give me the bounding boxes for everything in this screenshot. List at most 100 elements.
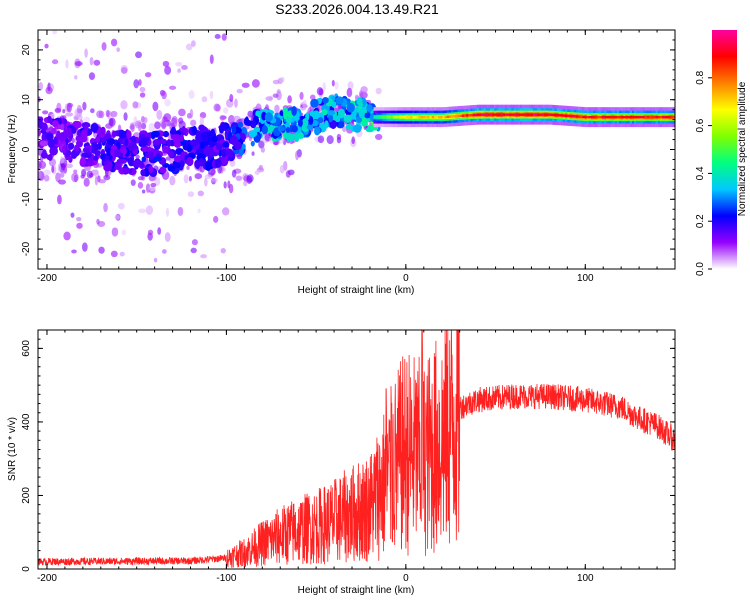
heatmap-cell	[98, 179, 106, 184]
heatmap-cell	[106, 138, 116, 145]
heatmap-cell	[81, 242, 88, 252]
heatmap-cell	[382, 115, 385, 119]
heatmap-cell	[62, 163, 67, 168]
heatmap-cell	[403, 115, 407, 119]
heatmap-cell	[649, 115, 652, 119]
heatmap-cell	[519, 113, 523, 116]
heatmap-cell	[204, 177, 208, 187]
heatmap-cell	[636, 115, 639, 119]
heatmap-cell	[119, 147, 126, 154]
colorbar-label: Normalized spectral amplitude	[737, 81, 748, 216]
heatmap-cell	[221, 207, 230, 216]
heatmap-cell	[644, 115, 648, 119]
heatmap-cell	[455, 114, 458, 118]
heatmap-cell	[152, 139, 161, 146]
heatmap-cell	[178, 108, 186, 117]
heatmap-cell	[84, 48, 88, 58]
y-tick-label: 200	[21, 487, 32, 504]
heatmap-cell	[358, 90, 364, 99]
x-tick-label: 100	[577, 573, 594, 584]
heatmap-cell	[169, 175, 176, 186]
heatmap-cell	[327, 110, 336, 116]
heatmap-cell	[58, 179, 67, 185]
heatmap-cell	[83, 116, 91, 123]
heatmap-cell	[51, 165, 55, 173]
heatmap-cell	[150, 182, 157, 188]
heatmap-cell	[571, 114, 574, 118]
spectrogram-xlabel: Height of straight line (km)	[298, 285, 415, 296]
heatmap-cell	[414, 115, 417, 119]
heatmap-cell	[444, 115, 447, 119]
heatmap-cell	[560, 114, 564, 117]
snr-panel: -200 -100 0 100 0 200 400 600 Height of straigh…	[7, 329, 676, 596]
heatmap-cell	[347, 81, 354, 90]
heatmap-cell	[438, 115, 441, 119]
heatmap-cell	[231, 169, 237, 178]
y-tick-label: 600	[21, 340, 32, 357]
x-tick-label: -100	[216, 273, 236, 284]
heatmap-cell	[225, 148, 234, 158]
heatmap-cell	[662, 115, 665, 119]
heatmap-cell	[563, 114, 566, 117]
y-tick-label: 10	[21, 94, 32, 106]
heatmap-cell	[171, 116, 178, 124]
heatmap-cell	[100, 126, 106, 135]
heatmap-cell	[500, 113, 503, 116]
heatmap-cell	[186, 142, 192, 153]
heatmap-cell	[305, 112, 310, 121]
heatmap-cell	[57, 194, 62, 205]
heatmap-cell	[610, 115, 613, 119]
heatmap-cell	[229, 135, 239, 146]
heatmap-cell	[164, 232, 171, 242]
heatmap-cell	[251, 79, 260, 88]
heatmap-cell	[446, 115, 450, 119]
heatmap-cell	[51, 120, 59, 128]
figure-title: S233.2026.004.13.49.R21	[275, 1, 439, 17]
heatmap-cell	[199, 116, 204, 127]
heatmap-cell	[54, 107, 62, 114]
heatmap-cell	[57, 163, 62, 172]
heatmap-cell	[219, 157, 229, 167]
heatmap-cell	[154, 121, 161, 130]
heatmap-cell	[71, 249, 77, 254]
heatmap-cell	[336, 133, 342, 140]
heatmap-cell	[260, 146, 265, 153]
heatmap-cell	[399, 115, 402, 119]
heatmap-cell	[177, 206, 184, 216]
heatmap-cell	[410, 115, 413, 119]
heatmap-cell	[608, 115, 611, 119]
heatmap-cell	[188, 175, 192, 182]
heatmap-cell	[310, 94, 316, 101]
x-tick-label: 0	[403, 573, 409, 584]
heatmap-cell	[254, 170, 260, 175]
heatmap-cell	[153, 156, 162, 162]
heatmap-cell	[159, 166, 167, 174]
heatmap-cell	[448, 115, 452, 118]
heatmap-cell	[116, 158, 125, 164]
heatmap-cell	[472, 113, 475, 117]
heatmap-cell	[213, 215, 219, 223]
heatmap-cell	[42, 110, 49, 115]
heatmap-cell	[112, 130, 117, 137]
heatmap-cell	[183, 174, 189, 184]
heatmap-cell	[580, 115, 583, 119]
heatmap-cell	[187, 191, 195, 198]
heatmap-cell	[59, 156, 65, 164]
heatmap-cell	[94, 144, 100, 151]
heatmap-cell	[234, 98, 238, 108]
heatmap-cell	[40, 122, 48, 131]
heatmap-cell	[166, 139, 172, 148]
heatmap-cell	[76, 222, 83, 229]
heatmap-cell	[236, 88, 243, 94]
heatmap-cell	[504, 113, 508, 116]
heatmap-cell	[485, 113, 488, 116]
heatmap-cell	[114, 214, 120, 220]
heatmap-cell	[119, 251, 125, 257]
heatmap-cell	[43, 174, 50, 182]
heatmap-cell	[634, 115, 637, 119]
heatmap-cell	[162, 145, 168, 154]
heatmap-cell	[425, 115, 428, 119]
heatmap-cell	[329, 119, 337, 129]
y-tick-label: 0	[21, 566, 32, 572]
